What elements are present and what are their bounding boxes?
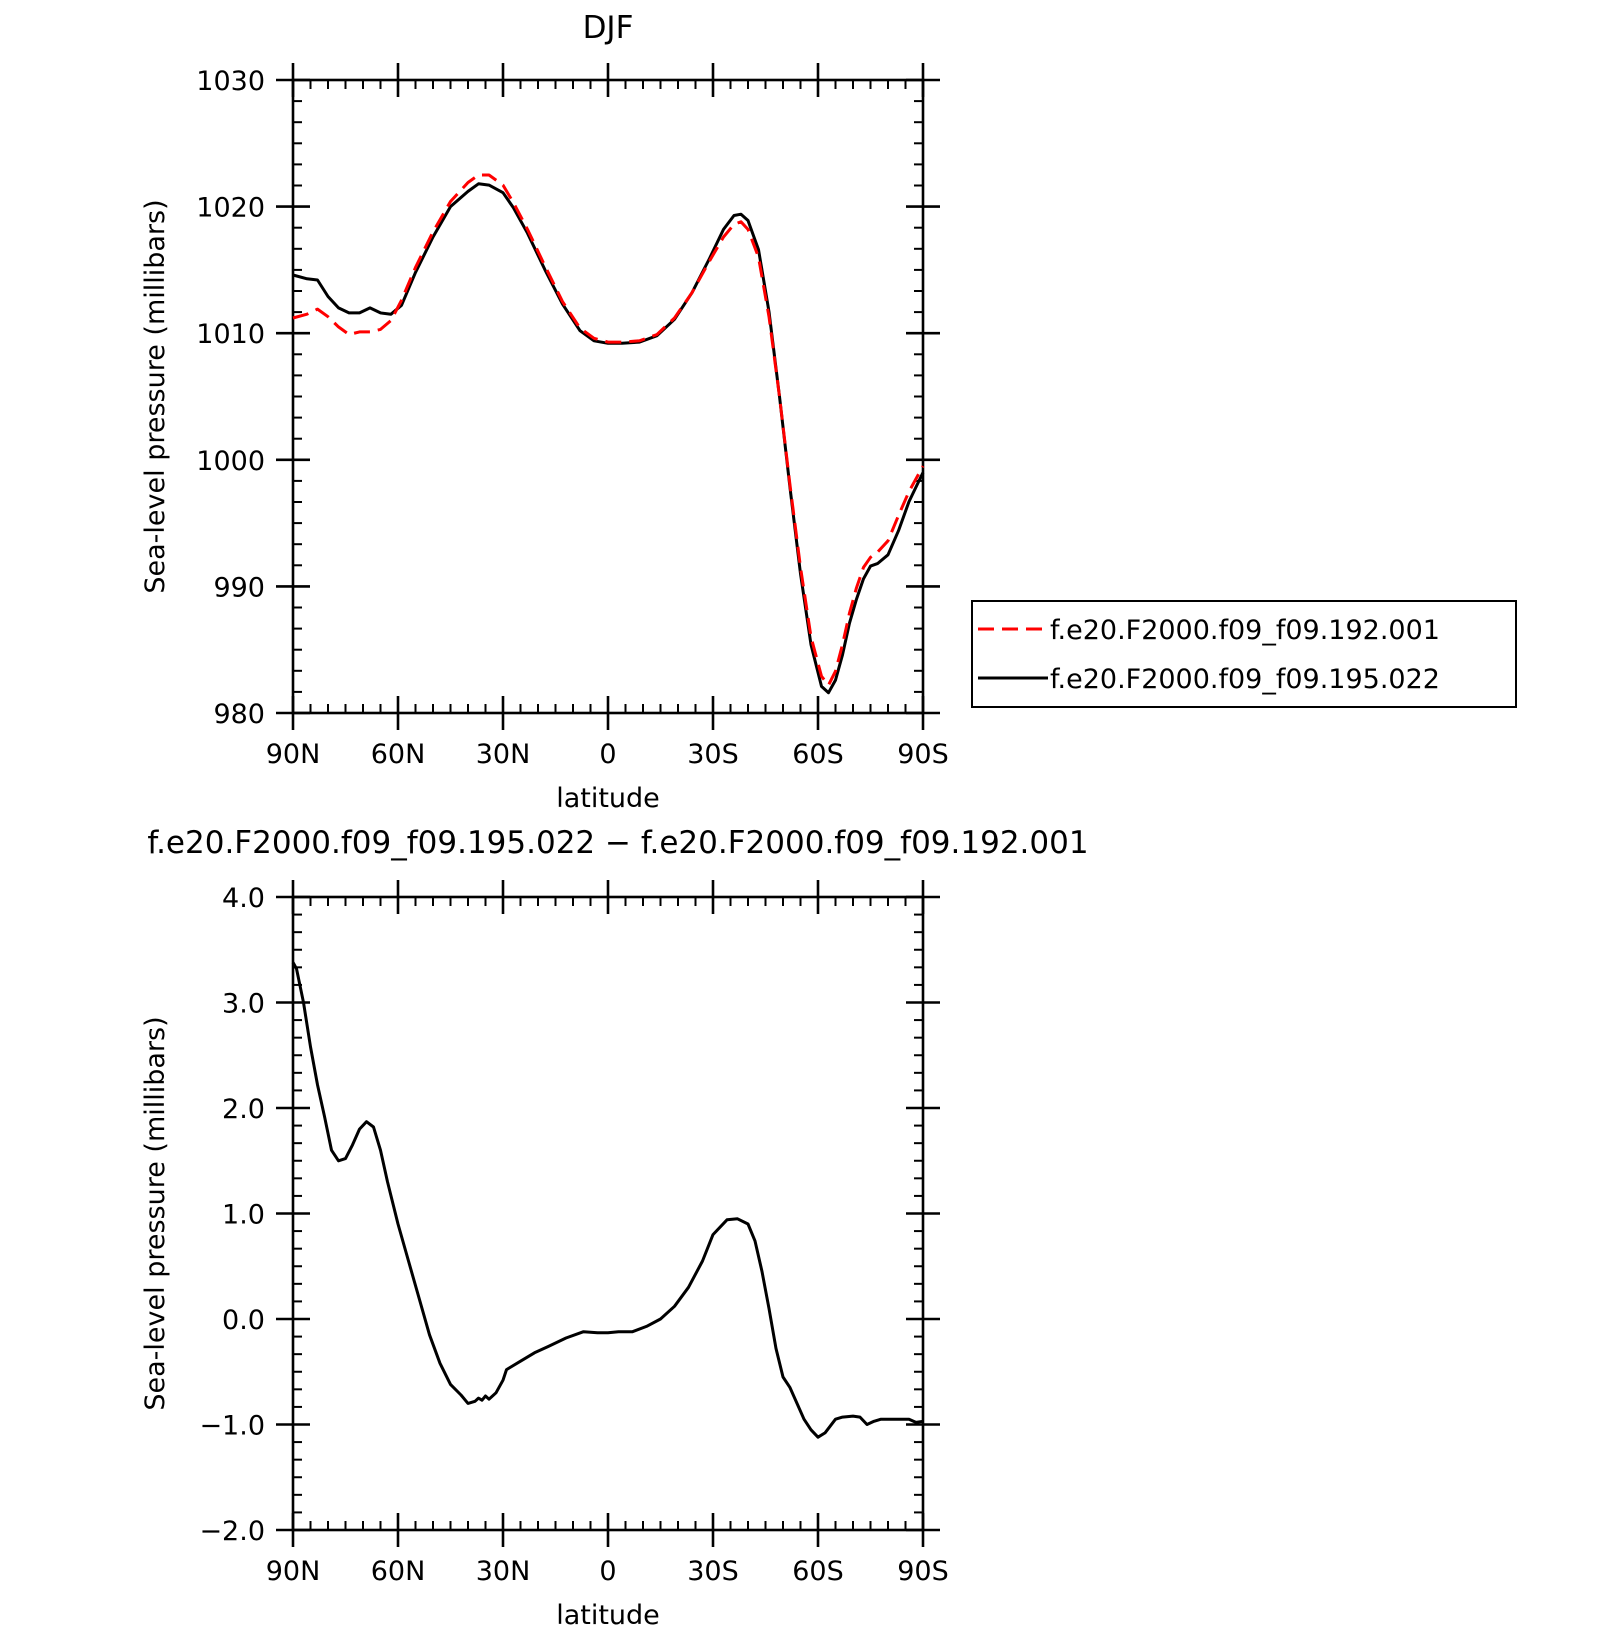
x-tick-label: 60N	[371, 739, 426, 770]
plot-frame	[291, 895, 925, 1532]
x-axis-label: latitude	[556, 783, 660, 814]
series-line-1	[292, 173, 925, 687]
legend-label: f.e20.F2000.f09_f09.192.001	[1050, 615, 1440, 646]
y-tick-label: −2.0	[199, 1516, 265, 1547]
x-axis-label: latitude	[556, 1600, 660, 1631]
x-tick-label: 90S	[897, 739, 949, 770]
x-tick-label: 30N	[476, 739, 531, 770]
y-tick-label: 990	[213, 572, 265, 603]
x-tick-label: 90N	[266, 739, 321, 770]
x-tick-label: 90S	[897, 1556, 949, 1587]
y-tick-label: 1.0	[222, 1200, 265, 1231]
legend-box	[971, 600, 1517, 708]
legend-label: f.e20.F2000.f09_f09.195.022	[1050, 664, 1440, 695]
legend: f.e20.F2000.f09_f09.192.001 f.e20.F2000.f…	[971, 600, 1517, 708]
y-tick-label: 1000	[196, 446, 265, 477]
y-tick-label: 980	[213, 699, 265, 730]
x-tick-label: 0	[599, 1556, 616, 1587]
y-tick-label: −1.0	[199, 1411, 265, 1442]
chart-panel-2: f.e20.F2000.f09_f09.195.022 − f.e20.F200…	[140, 825, 1089, 1631]
series-line-1	[291, 961, 924, 1439]
y-tick-label: 1010	[196, 319, 265, 350]
x-tick-label: 0	[599, 739, 616, 770]
y-tick-label: 4.0	[222, 883, 265, 914]
x-tick-label: 60S	[792, 1556, 844, 1587]
y-axis-label: Sea-level pressure (millibars)	[140, 1016, 171, 1410]
plot-frame	[291, 78, 925, 715]
chart-title: DJF	[583, 10, 634, 46]
chart-panel-1: DJF 90N 60N 30N 0 30S 60S 90S 980 990 1000 1010 1020…	[140, 10, 1517, 814]
y-axis-label: Sea-level pressure (millibars)	[140, 199, 171, 593]
x-tick-label: 60N	[371, 1556, 426, 1587]
y-tick-label: 2.0	[222, 1094, 265, 1125]
x-tick-label: 30S	[687, 739, 739, 770]
y-tick-label: 1030	[196, 66, 265, 97]
y-tick-label: 3.0	[222, 989, 265, 1020]
x-tick-label: 60S	[792, 739, 844, 770]
x-tick-label: 90N	[266, 1556, 321, 1587]
x-tick-label: 30N	[476, 1556, 531, 1587]
y-tick-label: 0.0	[222, 1305, 265, 1336]
series-line-2	[292, 182, 925, 695]
y-tick-label: 1020	[196, 193, 265, 224]
chart-title: f.e20.F2000.f09_f09.195.022 − f.e20.F200…	[147, 825, 1088, 861]
x-tick-label: 30S	[687, 1556, 739, 1587]
